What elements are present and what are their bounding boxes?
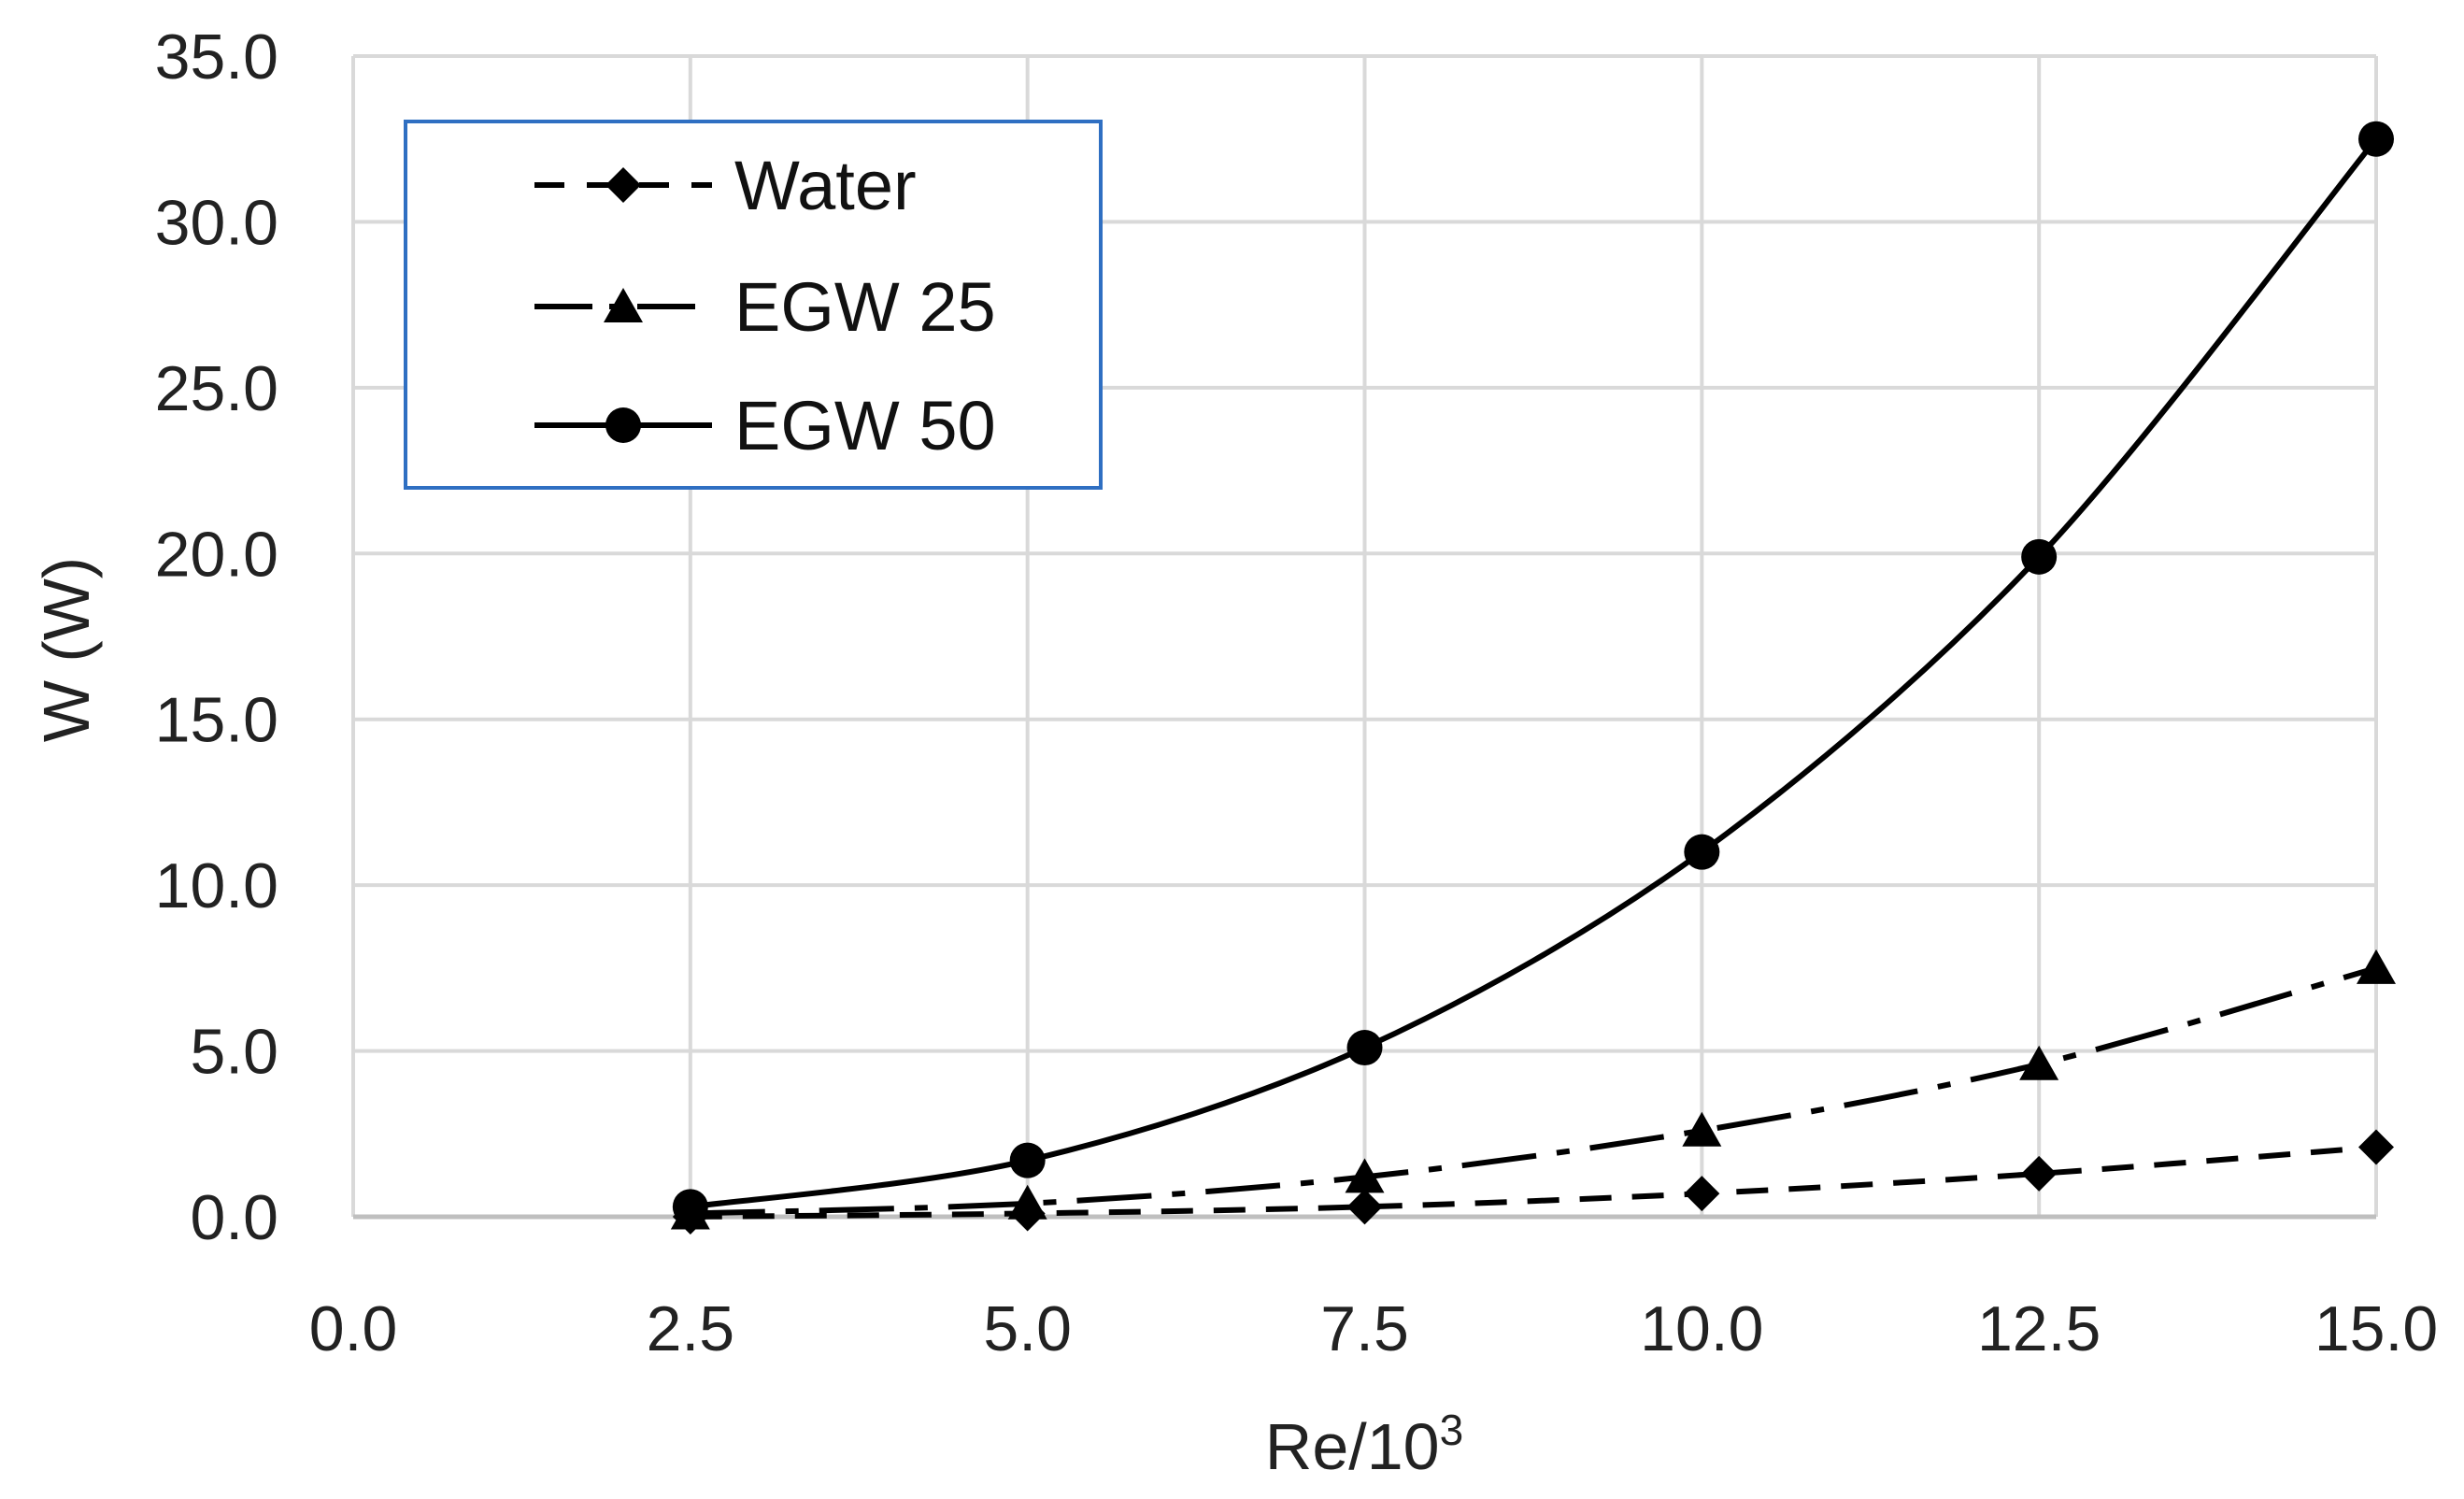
- data-point: [2357, 949, 2396, 984]
- y-tick-label: 5.0: [190, 1017, 278, 1088]
- legend-item: EGW 25: [534, 268, 996, 346]
- data-point: [2358, 1129, 2394, 1165]
- y-tick-label: 20.0: [155, 519, 278, 590]
- series-layer: [670, 121, 2396, 1235]
- data-point: [1346, 1030, 1383, 1066]
- y-axis-title: W (W): [30, 557, 103, 742]
- x-tick-label: 10.0: [1640, 1293, 1763, 1364]
- data-point: [1346, 1189, 1383, 1225]
- y-tick-label: 35.0: [155, 21, 278, 93]
- data-point: [1684, 834, 1720, 870]
- series-egw-50: [672, 121, 2394, 1225]
- data-point: [2021, 538, 2058, 575]
- series-line: [690, 1144, 2377, 1220]
- x-tick-label: 12.5: [1977, 1293, 2101, 1364]
- legend-marker: [605, 407, 641, 443]
- x-axis-title: Re/103: [1265, 1406, 1463, 1483]
- series-line: [690, 136, 2379, 1210]
- data-point: [1345, 1158, 1385, 1193]
- legend: Water EGW 25 EGW 50: [404, 120, 1103, 490]
- legend-box: [404, 120, 1103, 490]
- y-tick-label: 25.0: [155, 353, 278, 424]
- data-point: [672, 1189, 708, 1225]
- x-tick-label: 0.0: [309, 1293, 398, 1364]
- data-point: [1682, 1111, 1722, 1147]
- legend-item: EGW 50: [534, 387, 996, 464]
- data-point: [2021, 1155, 2058, 1192]
- data-point: [1009, 1142, 1046, 1178]
- y-tick-label: 10.0: [155, 850, 278, 921]
- y-tick-label: 30.0: [155, 187, 278, 258]
- y-tick-label: 15.0: [155, 685, 278, 756]
- legend-item: Water: [534, 147, 917, 224]
- y-tick-label: 0.0: [190, 1182, 278, 1253]
- x-tick-label: 15.0: [2314, 1293, 2438, 1364]
- series-line: [690, 964, 2377, 1217]
- series-egw-25: [670, 949, 2396, 1230]
- legend-label: Water: [734, 147, 917, 224]
- data-point: [2358, 121, 2394, 157]
- data-point: [2019, 1045, 2059, 1080]
- x-tick-label: 5.0: [983, 1293, 1072, 1364]
- grid: [351, 54, 2378, 1219]
- x-tick-label: 7.5: [1320, 1293, 1409, 1364]
- legend-label: EGW 25: [734, 268, 996, 346]
- legend-marker: [604, 288, 643, 322]
- x-tick-label: 2.5: [647, 1293, 735, 1364]
- legend-label: EGW 50: [734, 387, 996, 464]
- legend-marker: [605, 167, 641, 203]
- data-point: [1007, 1184, 1047, 1220]
- data-point: [1684, 1176, 1720, 1212]
